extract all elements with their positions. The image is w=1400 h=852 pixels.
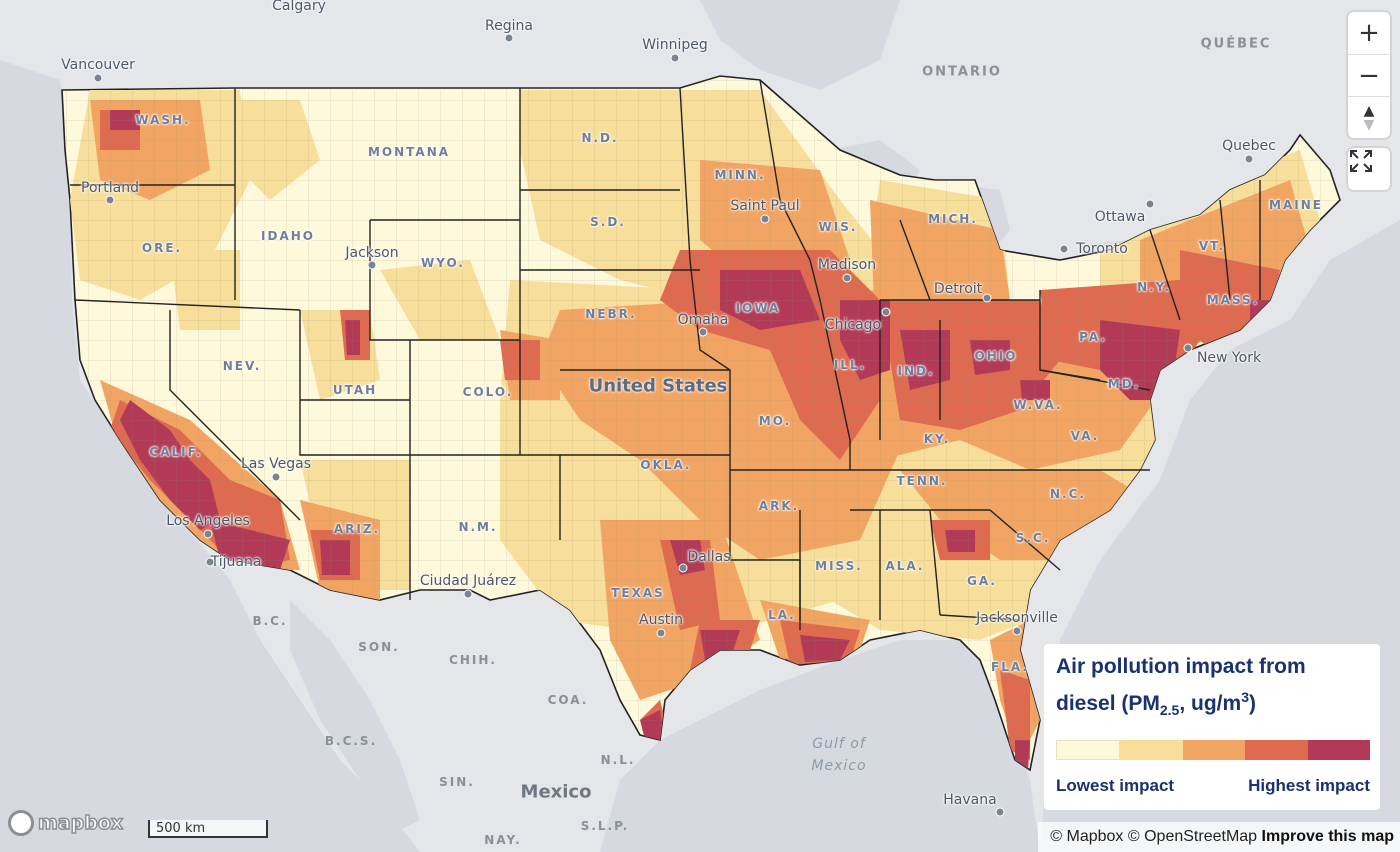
city-dot-dallas	[678, 563, 688, 573]
state-borders	[70, 79, 1261, 630]
gulf-of-mexico	[600, 640, 1040, 852]
legend-swatch-3	[1182, 740, 1246, 760]
legend-swatch-5	[1307, 740, 1371, 760]
mapbox-logo[interactable]: mapbox	[8, 808, 124, 838]
city-dot-havana	[995, 807, 1005, 817]
compass-button[interactable]: ▲ ▼	[1348, 96, 1390, 138]
zoom-in-button[interactable]: +	[1348, 12, 1390, 54]
fullscreen-control	[1348, 148, 1390, 190]
city-dot-las-vegas	[271, 472, 281, 482]
legend-high-label: Highest impact	[1248, 776, 1370, 795]
legend-title-superscript: 3	[1241, 689, 1249, 705]
improve-map-link[interactable]: Improve this map	[1261, 828, 1394, 845]
legend-low-label: Lowest impact	[1056, 776, 1175, 795]
legend-title-units: , ug/m	[1179, 692, 1242, 715]
legend-swatch-1	[1056, 740, 1121, 760]
city-dot-madison	[842, 273, 852, 283]
city-dot-detroit	[982, 293, 992, 303]
legend-title-text: Air pollution impact from diesel (PM	[1056, 655, 1306, 715]
mapbox-logo-icon	[8, 810, 34, 836]
compass-icon: ▲	[1363, 102, 1375, 119]
attribution-mapbox-link[interactable]: © Mapbox	[1050, 828, 1124, 845]
mapbox-logo-text: mapbox	[37, 811, 124, 835]
city-dot-vancouver	[93, 73, 103, 83]
city-dot-new-york	[1183, 343, 1193, 353]
zoom-out-button[interactable]: −	[1348, 54, 1390, 96]
legend-title-subscript: 2.5	[1159, 702, 1180, 719]
hudson-bay-region	[700, 0, 900, 90]
city-dot-quebec	[1244, 154, 1254, 164]
city-dot-regina	[504, 33, 514, 43]
city-dot-omaha	[698, 327, 708, 337]
fullscreen-icon	[1350, 150, 1372, 172]
city-dot-saint-paul	[760, 214, 770, 224]
legend-color-scale	[1056, 740, 1371, 760]
city-dot-winnipeg	[670, 53, 680, 63]
compass-icon-south: ▼	[1363, 116, 1375, 133]
city-dot-ciudad-juarez	[463, 589, 473, 599]
city-dot-jacksonville	[1012, 626, 1022, 636]
city-dot-jackson	[367, 260, 377, 270]
attribution: © Mapbox © OpenStreetMap Improve this ma…	[1038, 822, 1400, 852]
attribution-osm-link[interactable]: © OpenStreetMap	[1127, 828, 1258, 845]
city-dot-los-angeles	[203, 529, 213, 539]
legend-title: Air pollution impact from diesel (PM2.5,…	[1056, 652, 1366, 725]
city-dot-tijuana	[205, 557, 215, 567]
gulf-of-california	[290, 600, 420, 830]
legend-swatch-4	[1245, 740, 1308, 760]
map-legend: Air pollution impact from diesel (PM2.5,…	[1044, 644, 1380, 810]
navigation-control: + − ▲ ▼	[1348, 12, 1390, 138]
fullscreen-button[interactable]	[1348, 148, 1390, 190]
city-dot-austin	[656, 628, 666, 638]
pacific-ocean	[0, 60, 420, 852]
city-dot-chicago	[881, 307, 891, 317]
legend-swatch-2	[1120, 740, 1183, 760]
city-dot-portland	[105, 195, 115, 205]
scale-bar: 500 km	[148, 820, 268, 838]
city-dot-ottawa	[1145, 199, 1155, 209]
city-dot-toronto	[1059, 244, 1069, 254]
legend-title-units-close: )	[1248, 692, 1256, 715]
